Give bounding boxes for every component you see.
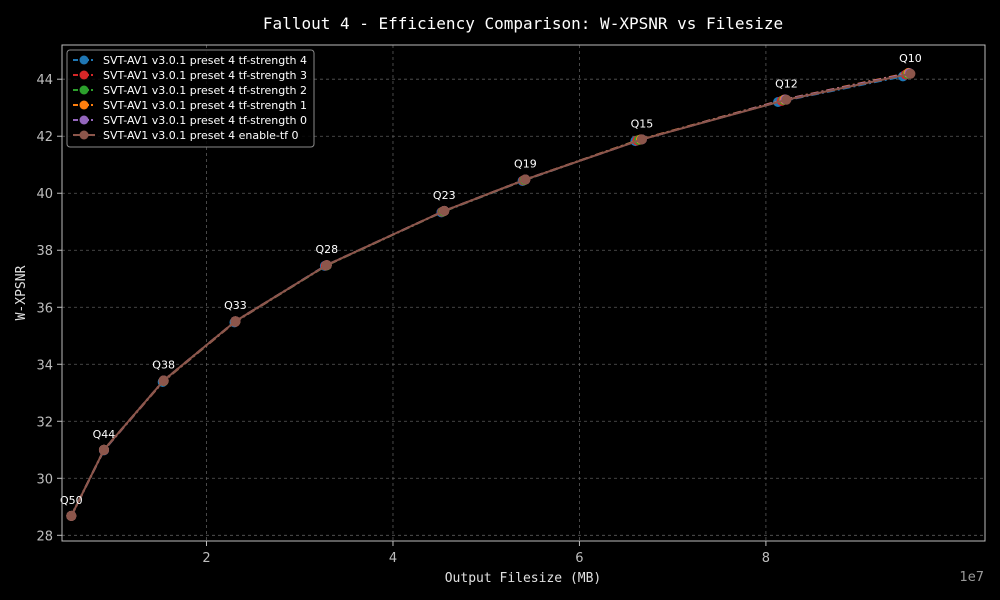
plot-frame xyxy=(61,44,986,542)
legend-swatch-marker xyxy=(79,115,89,125)
legend-swatch-marker xyxy=(79,85,89,95)
y-axis-label: W-XPSNR xyxy=(14,265,29,320)
x-axis-label: Output Filesize (MB) xyxy=(445,571,602,586)
legend-box xyxy=(66,49,315,148)
chart-title: Fallout 4 - Efficiency Comparison: W-XPS… xyxy=(263,14,783,33)
grid-lines xyxy=(62,45,985,541)
legend-label: SVT-AV1 v3.0.1 preset 4 tf-strength 3 xyxy=(103,69,307,82)
y-tick-label: 40 xyxy=(36,187,53,202)
y-tick-label: 36 xyxy=(36,301,53,316)
data-point xyxy=(230,316,241,327)
legend-swatch-marker xyxy=(79,70,89,80)
quality-annotation: Q33 xyxy=(224,299,247,312)
series-6 xyxy=(66,68,916,521)
legend-label: SVT-AV1 v3.0.1 preset 4 tf-strength 2 xyxy=(103,84,307,97)
quality-annotation: Q10 xyxy=(899,52,922,65)
legend-item: SVT-AV1 v3.0.1 preset 4 tf-strength 2 xyxy=(73,84,307,97)
data-point xyxy=(98,444,109,455)
y-tick-label: 28 xyxy=(36,529,53,544)
data-series xyxy=(66,67,916,521)
y-tick-label: 32 xyxy=(36,415,53,430)
legend-swatch-marker xyxy=(79,130,89,140)
data-point xyxy=(520,174,531,185)
legend-item: SVT-AV1 v3.0.1 preset 4 tf-strength 1 xyxy=(73,99,307,112)
axis-ticks: 2 4 6 8 28 30 32 34 36 38 40 42 44 xyxy=(36,73,770,566)
data-point xyxy=(439,205,450,216)
legend-item: SVT-AV1 v3.0.1 preset 4 tf-strength 0 xyxy=(73,114,307,127)
quality-annotation: Q15 xyxy=(631,117,654,130)
data-point xyxy=(905,68,916,79)
quality-annotation: Q23 xyxy=(433,189,456,202)
legend-swatch-marker xyxy=(79,100,89,110)
x-tick-label: 2 xyxy=(202,551,210,566)
data-point xyxy=(321,260,332,271)
y-tick-label: 42 xyxy=(36,130,53,145)
x-axis-offset-label: 1e7 xyxy=(959,570,984,585)
series-line xyxy=(70,72,911,517)
data-point xyxy=(158,375,169,386)
y-tick-label: 34 xyxy=(36,358,53,373)
legend-label: SVT-AV1 v3.0.1 preset 4 enable-tf 0 xyxy=(103,129,299,142)
data-point xyxy=(636,134,647,145)
quality-annotation: Q38 xyxy=(152,359,175,372)
quality-annotation: Q12 xyxy=(775,78,798,91)
x-tick-label: 6 xyxy=(575,551,583,566)
legend-items: SVT-AV1 v3.0.1 preset 4 tf-strength 4 SVT… xyxy=(73,54,307,142)
legend: SVT-AV1 v3.0.1 preset 4 tf-strength 4 SVT… xyxy=(66,49,315,148)
legend-label: SVT-AV1 v3.0.1 preset 4 tf-strength 0 xyxy=(103,114,307,127)
legend-item: SVT-AV1 v3.0.1 preset 4 tf-strength 3 xyxy=(73,69,307,82)
y-tick-label: 44 xyxy=(36,73,53,88)
legend-label: SVT-AV1 v3.0.1 preset 4 tf-strength 1 xyxy=(103,99,307,112)
quality-annotation: Q28 xyxy=(315,243,338,256)
data-point xyxy=(781,94,792,105)
data-point xyxy=(66,510,77,521)
quality-annotation: Q44 xyxy=(93,428,116,441)
legend-label: SVT-AV1 v3.0.1 preset 4 tf-strength 4 xyxy=(103,54,307,67)
quality-annotations: Q50 Q44 Q38 Q33 Q28 Q23 Q19 Q15 Q12 Q10 xyxy=(60,52,922,507)
y-tick-label: 38 xyxy=(36,244,53,259)
legend-swatch-marker xyxy=(79,55,89,65)
y-tick-label: 30 xyxy=(36,472,53,487)
legend-item: SVT-AV1 v3.0.1 preset 4 enable-tf 0 xyxy=(73,129,299,142)
quality-annotation: Q50 xyxy=(60,494,83,507)
quality-annotation: Q19 xyxy=(514,158,537,171)
x-tick-label: 8 xyxy=(762,551,770,566)
legend-item: SVT-AV1 v3.0.1 preset 4 tf-strength 4 xyxy=(73,54,307,67)
x-tick-label: 4 xyxy=(389,551,397,566)
